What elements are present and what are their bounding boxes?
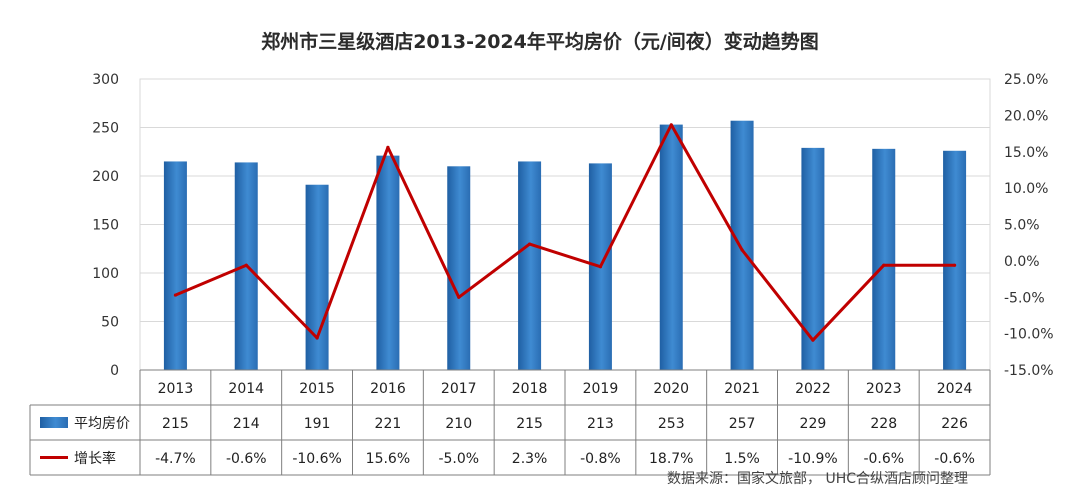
growth-value-label-2018: 2.3%: [512, 451, 548, 467]
growth-value-label-2013: -4.7%: [155, 451, 196, 467]
category-label-2024: 2024: [937, 381, 973, 397]
growth-value-label-2020: 18.7%: [649, 451, 693, 467]
y-right-tick-label: 20.0%: [1004, 108, 1048, 124]
y-left-tick-label: 150: [92, 218, 119, 234]
data-table: 2013 2014 2015 2016 2017 2018 2019 2020 2021 2022…: [29, 369, 991, 476]
growth-point-2020: [669, 123, 673, 127]
category-label-2021: 2021: [724, 381, 760, 397]
category-label-2020: 2020: [653, 381, 689, 397]
bar-2015: [305, 184, 329, 370]
y-left-tick-label: 250: [92, 121, 119, 137]
y-right-tick-label: -10.0%: [1004, 327, 1054, 343]
category-label-2019: 2019: [583, 381, 619, 397]
bar-value-label-2019: 213: [587, 416, 614, 432]
growth-point-2015: [315, 336, 319, 340]
axes-layer: 0 50 100 150 200 250 300 -15.0% -10.0% -5.0% 0.0% 5…: [92, 72, 1053, 379]
category-label-2022: 2022: [795, 381, 831, 397]
growth-value-label-2021: 1.5%: [724, 451, 760, 467]
bar-2020: [659, 124, 683, 370]
bar-value-label-2014: 214: [233, 416, 260, 432]
growth-point-2019: [598, 265, 603, 269]
growth-point-2017: [457, 295, 461, 299]
y-left-tick-label: 50: [101, 315, 119, 331]
bar-value-label-2024: 226: [941, 416, 968, 432]
growth-value-label-2017: -5.0%: [438, 451, 479, 467]
category-label-2015: 2015: [299, 381, 335, 397]
y-right-tick-label: 15.0%: [1004, 145, 1048, 161]
legend-bar-label: 平均房价: [74, 416, 130, 432]
growth-value-label-2014: -0.6%: [226, 451, 267, 467]
bar-value-label-2013: 215: [162, 416, 189, 432]
bar-value-label-2016: 221: [375, 416, 402, 432]
bar-value-label-2021: 257: [729, 416, 756, 432]
y-right-tick-label: -15.0%: [1004, 363, 1054, 379]
growth-value-label-2022: -10.9%: [788, 451, 838, 467]
legend-bar-key: [40, 417, 68, 428]
y-left-tick-label: 0: [110, 363, 119, 379]
y-left-tick-label: 200: [92, 169, 119, 185]
bar-value-label-2023: 228: [870, 416, 897, 432]
y-right-tick-label: 25.0%: [1004, 72, 1048, 88]
category-label-2023: 2023: [866, 381, 902, 397]
y-right-tick-label: 5.0%: [1004, 218, 1040, 234]
category-label-2017: 2017: [441, 381, 477, 397]
bar-2023: [872, 148, 896, 370]
bar-2018: [518, 161, 542, 370]
category-label-2016: 2016: [370, 381, 406, 397]
y-left-tick-label: 100: [92, 266, 119, 282]
bar-value-label-2015: 191: [304, 416, 331, 432]
category-label-2018: 2018: [512, 381, 548, 397]
bar-2022: [801, 147, 825, 370]
growth-point-2016: [386, 145, 390, 149]
growth-point-2023: [882, 263, 886, 267]
bar-2017: [447, 166, 471, 370]
bar-value-label-2017: 210: [445, 416, 472, 432]
growth-point-2021: [740, 248, 744, 252]
bar-2021: [730, 120, 754, 371]
growth-point-2022: [811, 338, 815, 342]
legend-line-label: 增长率: [74, 450, 116, 467]
category-label-2013: 2013: [158, 381, 194, 397]
y-left-tick-label: 300: [92, 72, 119, 88]
growth-value-label-2019: -0.8%: [580, 451, 621, 467]
category-label-2014: 2014: [228, 381, 264, 397]
bar-value-label-2020: 253: [658, 416, 685, 432]
bar-2013: [163, 161, 187, 370]
growth-point-2024: [952, 263, 957, 267]
bar-value-label-2018: 215: [516, 416, 543, 432]
bar-2024: [943, 150, 967, 370]
y-right-tick-label: 10.0%: [1004, 181, 1048, 197]
chart-title: 郑州市三星级酒店2013-2024年平均房价（元/间夜）变动趋势图: [261, 30, 819, 53]
y-right-tick-label: -5.0%: [1004, 290, 1045, 306]
line-layer: [173, 123, 957, 342]
growth-value-label-2015: -10.6%: [292, 451, 342, 467]
growth-value-label-2016: 15.6%: [366, 451, 410, 467]
source-note: 数据来源：国家文旅部， UHC合纵酒店顾问整理: [667, 470, 968, 487]
bars-layer: [163, 120, 967, 371]
growth-point-2014: [244, 263, 248, 267]
y-right-tick-label: 0.0%: [1004, 254, 1040, 270]
bar-2016: [376, 155, 400, 370]
growth-point-2018: [527, 242, 532, 246]
growth-value-label-2024: -0.6%: [934, 451, 975, 467]
growth-value-label-2023: -0.6%: [863, 451, 904, 467]
growth-point-2013: [173, 293, 178, 297]
bar-value-label-2022: 229: [800, 416, 827, 432]
growth-rate-line: [174, 123, 955, 342]
